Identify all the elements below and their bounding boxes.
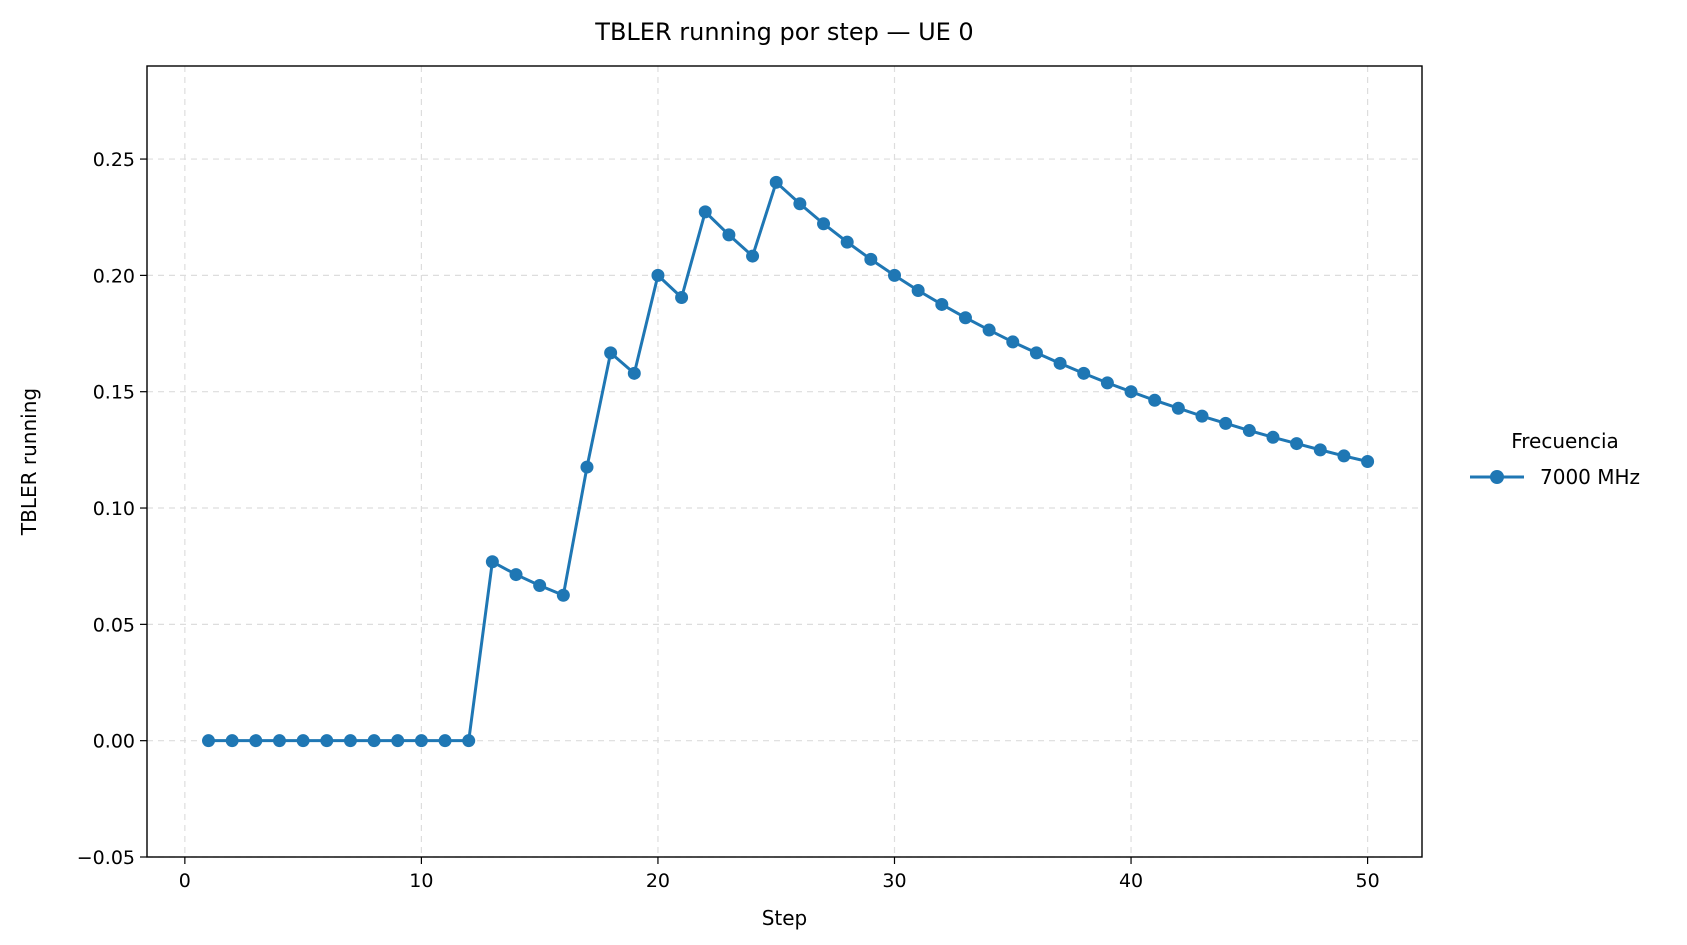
x-tick-label: 30: [882, 870, 906, 892]
legend-point-marker: [1490, 470, 1504, 484]
y-tick-label: −0.05: [77, 847, 135, 869]
data-point: [1290, 437, 1304, 451]
data-point: [1077, 366, 1091, 380]
data-point: [1100, 376, 1114, 390]
data-point: [793, 197, 807, 211]
y-tick-label: 0.20: [93, 265, 135, 287]
data-point: [982, 323, 996, 337]
data-point: [580, 460, 594, 474]
axis-ticks: 0 10 20 30 40 50 −0.05 0.00 0.05 0.10 0.15 0.20 0.25: [77, 149, 1380, 892]
data-point: [698, 205, 712, 219]
data-point: [746, 249, 760, 263]
x-tick-label: 20: [646, 870, 670, 892]
data-point: [438, 734, 452, 748]
data-point: [1266, 430, 1280, 444]
data-point: [651, 268, 665, 282]
data-point: [391, 734, 405, 748]
data-point: [911, 284, 925, 297]
x-tick-label: 0: [179, 870, 191, 892]
data-point: [1148, 393, 1162, 407]
y-tick-label: 0.25: [93, 149, 135, 171]
data-point: [1242, 424, 1256, 438]
legend-title: Frecuencia: [1511, 429, 1619, 453]
data-point: [225, 734, 239, 748]
data-point: [1337, 449, 1351, 463]
data-point: [864, 252, 878, 266]
x-axis-title: Step: [762, 906, 808, 930]
data-point: [1124, 385, 1138, 399]
legend: Frecuencia 7000 MHz: [1470, 429, 1640, 489]
data-point: [675, 290, 689, 304]
series-layer: [202, 175, 1375, 748]
data-point: [722, 228, 736, 242]
data-point: [343, 734, 357, 748]
data-point: [272, 734, 286, 748]
legend-series-label: 7000 MHz: [1540, 465, 1640, 489]
data-point: [769, 175, 783, 189]
data-point: [1006, 335, 1020, 349]
y-tick-label: 0.10: [93, 498, 135, 520]
data-point: [1029, 346, 1043, 360]
data-point: [1053, 356, 1067, 370]
data-point: [533, 579, 547, 592]
data-point: [320, 734, 334, 748]
x-tick-label: 10: [409, 870, 433, 892]
data-point: [1195, 409, 1209, 423]
data-point: [1361, 455, 1375, 468]
data-point: [509, 568, 523, 582]
y-axis-title: TBLER running: [17, 388, 41, 536]
y-tick-label: 0.00: [93, 731, 135, 753]
data-point: [202, 734, 215, 748]
data-point: [414, 734, 428, 748]
data-point: [817, 217, 831, 231]
x-tick-label: 50: [1356, 870, 1380, 892]
data-point: [840, 235, 854, 249]
data-point: [485, 555, 499, 569]
data-point: [888, 268, 901, 282]
data-point: [604, 346, 618, 360]
data-point: [1313, 443, 1327, 457]
data-point: [249, 734, 263, 748]
data-point: [1219, 416, 1233, 430]
y-tick-label: 0.05: [93, 614, 135, 636]
x-tick-label: 40: [1119, 870, 1143, 892]
data-point: [1171, 401, 1185, 415]
data-point: [627, 366, 641, 380]
plot-frame: [146, 65, 1423, 858]
data-point: [462, 734, 476, 748]
data-point: [935, 297, 949, 311]
data-point: [958, 311, 972, 325]
chart-title: TBLER running por step — UE 0: [594, 18, 973, 46]
y-tick-label: 0.15: [93, 382, 135, 404]
data-point: [296, 734, 310, 748]
data-point: [556, 588, 570, 602]
data-point: [367, 734, 381, 748]
